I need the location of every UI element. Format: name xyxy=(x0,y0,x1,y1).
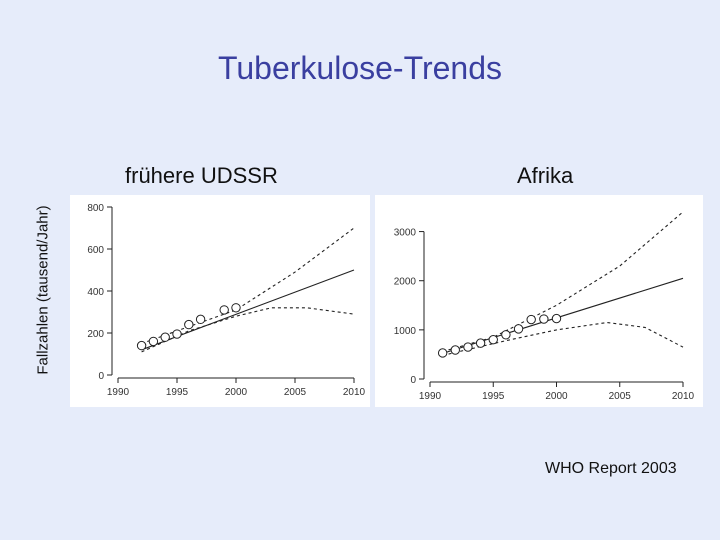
africa-x-tick-label: 2005 xyxy=(609,391,632,402)
africa-x-tick-label: 1995 xyxy=(482,391,505,402)
chart-panel-ussr: 0 200 400 600 800 1990 1995 2000 2005 2010 xyxy=(70,195,370,407)
africa-upper-bound-line xyxy=(442,211,684,353)
ussr-y-tick-label: 800 xyxy=(87,203,104,214)
ussr-data-point xyxy=(148,336,159,347)
africa-y-tick-label: 3000 xyxy=(394,228,417,239)
africa-data-point xyxy=(526,314,536,325)
africa-y-tick-label: 2000 xyxy=(394,277,417,288)
africa-data-point xyxy=(463,342,473,352)
ussr-data-point xyxy=(184,319,194,330)
ussr-data-point xyxy=(172,329,182,339)
chart-africa: 0 1000 2000 3000 1990 1995 2000 2005 2010 xyxy=(394,211,695,402)
africa-data-point xyxy=(475,338,486,348)
ussr-data-point xyxy=(231,303,241,313)
ussr-data-point xyxy=(136,340,147,351)
ussr-y-tick-label: 600 xyxy=(87,245,104,256)
africa-x-tick-label: 2010 xyxy=(672,391,695,402)
africa-data-point xyxy=(539,314,549,324)
africa-x-tick-label: 2000 xyxy=(545,391,568,402)
ussr-x-tick-label: 2000 xyxy=(225,387,248,398)
chart-title-ussr: frühere UDSSR xyxy=(125,163,278,188)
ussr-y-tick-label: 200 xyxy=(87,329,104,340)
ussr-x-tick-label: 1995 xyxy=(166,387,189,398)
ussr-data-point xyxy=(195,314,206,325)
source-note: WHO Report 2003 xyxy=(545,460,677,477)
africa-data-point xyxy=(437,348,448,358)
africa-y-tick-label: 1000 xyxy=(394,326,417,337)
ussr-y-tick-label: 0 xyxy=(98,371,104,382)
ussr-data-point xyxy=(219,305,229,315)
ussr-x-tick-label: 2010 xyxy=(343,387,366,398)
africa-data-point xyxy=(551,313,562,324)
ussr-lower-bound-line xyxy=(141,307,355,353)
chart-ussr: 0 200 400 600 800 1990 1995 2000 2005 2010 xyxy=(87,203,366,398)
ussr-x-tick-label: 1990 xyxy=(107,387,130,398)
africa-y-tick-label: 0 xyxy=(410,375,416,386)
ussr-data-point xyxy=(160,332,170,342)
africa-x-tick-label: 1990 xyxy=(419,391,442,402)
chart-panel-africa: 0 1000 2000 3000 1990 1995 2000 2005 2010 xyxy=(375,195,703,407)
africa-data-point xyxy=(488,334,498,345)
africa-data-point xyxy=(513,324,524,334)
slide-title: Tuberkulose-Trends xyxy=(218,50,502,86)
ussr-x-tick-label: 2005 xyxy=(284,387,307,398)
ussr-y-tick-label: 400 xyxy=(87,287,104,298)
ussr-upper-bound-line xyxy=(141,227,355,345)
africa-data-point xyxy=(450,345,461,355)
africa-data-point xyxy=(501,330,511,340)
chart-title-africa: Afrika xyxy=(517,163,574,188)
y-axis-label: Fallzahlen (tausend/Jahr) xyxy=(34,205,52,375)
